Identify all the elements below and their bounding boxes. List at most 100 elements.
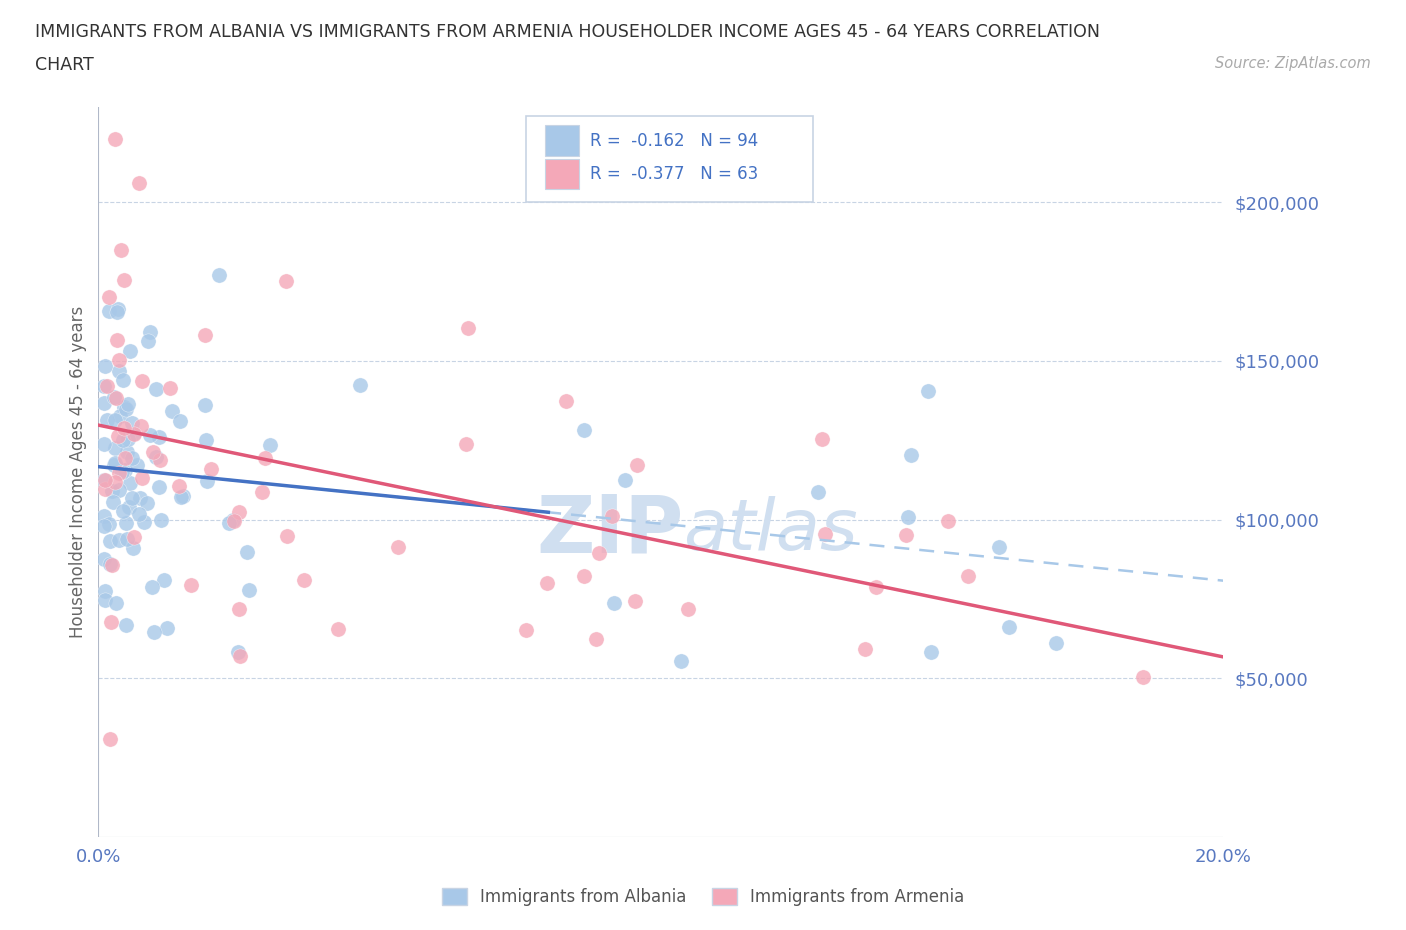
Point: [93, 395, 115, 410]
Point: [148, 479, 170, 494]
Point: [145, 382, 167, 397]
Point: [108, 533, 131, 548]
Text: Source: ZipAtlas.com: Source: ZipAtlas.com: [1215, 56, 1371, 71]
Point: [136, 334, 159, 349]
Point: [115, 402, 138, 417]
Point: [93, 472, 115, 487]
Point: [349, 378, 371, 392]
Point: [121, 451, 143, 466]
Point: [276, 528, 298, 543]
Point: [457, 321, 479, 336]
Point: [105, 595, 128, 610]
Point: [454, 436, 477, 451]
Point: [896, 527, 918, 542]
Point: [987, 539, 1010, 554]
Point: [97, 289, 120, 304]
Point: [110, 243, 132, 258]
Point: [142, 445, 165, 459]
Point: [614, 472, 637, 487]
Point: [1045, 635, 1067, 650]
Point: [111, 464, 134, 479]
Point: [274, 274, 297, 289]
Point: [222, 514, 245, 529]
Point: [515, 623, 537, 638]
Point: [112, 273, 135, 288]
Point: [920, 644, 942, 659]
Point: [917, 383, 939, 398]
Point: [145, 450, 167, 465]
Point: [259, 437, 281, 452]
Point: [96, 413, 118, 428]
Point: [326, 622, 349, 637]
Point: [807, 485, 830, 499]
Point: [93, 592, 115, 607]
Point: [624, 594, 647, 609]
Point: [160, 404, 183, 418]
Point: [865, 580, 887, 595]
Point: [101, 484, 124, 498]
Point: [128, 507, 150, 522]
Point: [94, 472, 117, 487]
Point: [153, 572, 176, 587]
Point: [100, 615, 122, 630]
Point: [103, 458, 125, 472]
Point: [131, 471, 153, 485]
Point: [108, 352, 131, 367]
Point: [114, 463, 136, 478]
Point: [588, 545, 610, 560]
Point: [238, 582, 260, 597]
Y-axis label: Householder Income Ages 45 - 64 years: Householder Income Ages 45 - 64 years: [69, 306, 87, 638]
Point: [122, 426, 145, 441]
Point: [117, 396, 139, 411]
Point: [108, 465, 131, 480]
Point: [897, 510, 920, 525]
Point: [853, 642, 876, 657]
Point: [107, 302, 129, 317]
Point: [536, 576, 558, 591]
Point: [228, 505, 250, 520]
Point: [104, 441, 127, 456]
Point: [387, 540, 409, 555]
Point: [138, 325, 160, 339]
Text: CHART: CHART: [35, 56, 94, 73]
Text: atlas: atlas: [683, 496, 858, 565]
Point: [93, 551, 115, 566]
Point: [222, 512, 245, 527]
Point: [125, 458, 148, 472]
Point: [97, 303, 120, 318]
Point: [104, 131, 127, 146]
Point: [105, 305, 128, 320]
Point: [98, 516, 121, 531]
Point: [131, 374, 153, 389]
Point: [814, 526, 837, 541]
Point: [98, 36, 121, 51]
Point: [159, 380, 181, 395]
Bar: [546, 159, 579, 190]
Point: [194, 398, 217, 413]
Point: [200, 461, 222, 476]
Text: ZIP: ZIP: [536, 491, 683, 569]
Point: [112, 421, 135, 436]
Point: [104, 413, 127, 428]
Point: [129, 418, 152, 433]
Point: [115, 618, 138, 632]
Point: [100, 556, 122, 571]
Point: [195, 474, 218, 489]
Point: [115, 445, 138, 459]
Point: [208, 268, 231, 283]
FancyBboxPatch shape: [526, 115, 813, 202]
Point: [122, 427, 145, 442]
Point: [94, 481, 117, 496]
Point: [250, 485, 273, 500]
Point: [104, 474, 127, 489]
Point: [149, 512, 172, 527]
Point: [108, 483, 131, 498]
Point: [900, 448, 922, 463]
Point: [108, 364, 131, 379]
Point: [112, 372, 135, 387]
Point: [228, 602, 250, 617]
Point: [94, 584, 117, 599]
Point: [121, 491, 143, 506]
Point: [149, 452, 172, 467]
Point: [811, 432, 834, 446]
